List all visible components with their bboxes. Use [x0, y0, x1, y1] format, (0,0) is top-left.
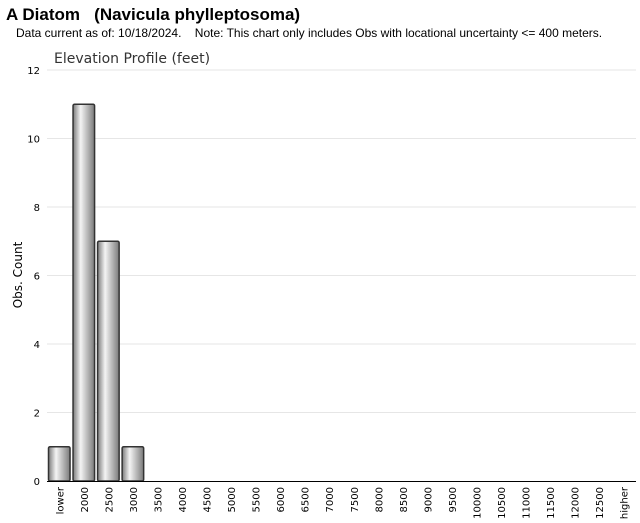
x-tick-label: 11000 [522, 487, 533, 519]
y-tick-label: 6 [34, 272, 40, 283]
x-tick-label: 12500 [595, 487, 606, 519]
x-tick-label: lower [55, 486, 66, 514]
bar-2500 [96, 240, 120, 482]
x-tick-label: higher [620, 486, 631, 519]
bar-layer [47, 103, 145, 482]
x-tick-label: 5500 [252, 487, 263, 512]
x-tick-label: 2000 [80, 487, 91, 512]
bar-lower [47, 446, 71, 482]
chart-title: Elevation Profile (feet) [54, 51, 210, 67]
y-tick-label: 8 [34, 203, 40, 214]
page-subtitle: Data current as of: 10/18/2024. Note: Th… [16, 26, 603, 40]
x-tick-label: 10500 [497, 487, 508, 519]
grid-layer [47, 69, 636, 413]
x-tick-label: 8500 [399, 487, 410, 512]
bar-3000 [121, 446, 145, 482]
x-tick-label: 7500 [350, 487, 361, 512]
y-tick-label: 12 [27, 66, 40, 77]
y-tick-label: 2 [34, 409, 40, 420]
y-tick-label: 10 [27, 135, 40, 146]
x-tick-label: 6500 [301, 487, 312, 512]
page-title: A Diatom (Navicula phylleptosoma) [6, 5, 301, 24]
x-tick-label: 4500 [203, 487, 214, 512]
bar-2000 [72, 103, 96, 482]
x-tick-label: 6000 [276, 487, 287, 512]
x-tick-label: 4000 [178, 487, 189, 512]
x-tick-label: 11500 [546, 487, 557, 519]
x-tick-label: 12000 [571, 487, 582, 519]
x-tick-label: 3000 [129, 487, 140, 512]
x-tick-label: 10000 [472, 487, 483, 519]
x-tick-label: 2500 [104, 487, 115, 512]
x-tick-label: 8000 [374, 487, 385, 512]
y-axis-label: Obs. Count [11, 241, 25, 308]
x-tick-label: 5000 [227, 487, 238, 512]
x-tick-label: 9000 [423, 487, 434, 512]
x-tick-label: 9500 [448, 487, 459, 512]
axis-layer: 0 2 4 6 8 10 12 lower 2000 2500 3000 3500 4000 4500 50… [27, 66, 636, 519]
y-tick-label: 0 [34, 477, 40, 488]
x-tick-label: 7000 [325, 487, 336, 512]
y-tick-label: 4 [34, 340, 40, 351]
x-tick-label: 3500 [153, 487, 164, 512]
